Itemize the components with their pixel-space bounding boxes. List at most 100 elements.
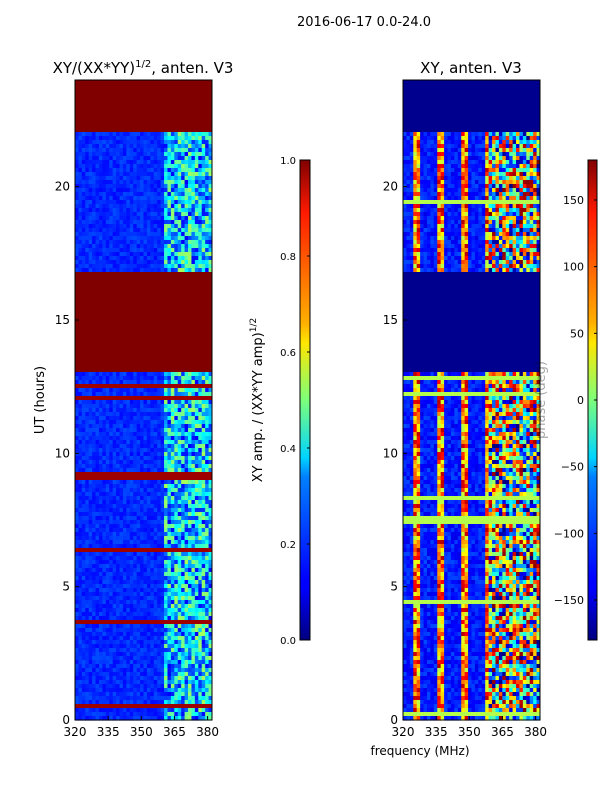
heatmap-cell bbox=[119, 592, 124, 597]
heatmap-cell bbox=[153, 264, 158, 269]
heatmap-cell bbox=[109, 492, 114, 497]
heatmap-cell bbox=[98, 544, 103, 549]
heatmap-cell bbox=[129, 632, 134, 637]
heatmap-cell bbox=[167, 500, 172, 505]
heatmap-cell bbox=[205, 372, 210, 377]
heatmap-cell bbox=[92, 228, 97, 233]
heatmap-cell bbox=[92, 684, 97, 689]
heatmap-cell bbox=[105, 208, 110, 213]
heatmap-cell bbox=[116, 480, 121, 485]
heatmap-cell bbox=[136, 576, 141, 581]
heatmap-cell bbox=[119, 460, 124, 465]
heatmap-cell bbox=[88, 544, 93, 549]
heatmap-cell bbox=[122, 492, 127, 497]
heatmap-cell bbox=[75, 204, 79, 209]
heatmap-cell bbox=[92, 556, 97, 561]
heatmap-cell bbox=[78, 616, 83, 621]
flagged-row bbox=[75, 92, 212, 97]
heatmap-cell bbox=[88, 468, 93, 473]
heatmap-cell bbox=[122, 228, 127, 233]
heatmap-cell bbox=[140, 516, 144, 521]
heatmap-cell bbox=[116, 448, 121, 453]
heatmap-cell bbox=[153, 568, 158, 573]
heatmap-cell bbox=[126, 556, 131, 561]
heatmap-cell bbox=[122, 604, 127, 609]
heatmap-cell bbox=[112, 188, 117, 193]
heatmap-cell bbox=[164, 528, 168, 533]
heatmap-cell bbox=[208, 468, 213, 473]
heatmap-cell bbox=[136, 184, 141, 189]
heatmap-cell bbox=[116, 172, 121, 177]
heatmap-cell bbox=[116, 572, 121, 577]
heatmap-cell bbox=[102, 684, 107, 689]
heatmap-cell bbox=[157, 508, 162, 513]
heatmap-cell bbox=[92, 216, 97, 221]
heatmap-cell bbox=[136, 172, 141, 177]
heatmap-cell bbox=[98, 140, 103, 145]
heatmap-cell bbox=[143, 268, 148, 273]
heatmap-cell bbox=[188, 448, 192, 453]
heatmap-cell bbox=[88, 624, 93, 629]
heatmap-cell bbox=[440, 132, 445, 137]
heatmap-cell bbox=[98, 524, 103, 529]
heatmap-cell bbox=[153, 160, 158, 165]
heatmap-cell bbox=[112, 496, 117, 501]
heatmap-cell bbox=[126, 148, 131, 153]
heatmap-cell bbox=[205, 480, 210, 485]
heatmap-cell bbox=[126, 412, 131, 417]
heatmap-cell bbox=[75, 480, 79, 485]
heatmap-cell bbox=[174, 196, 179, 201]
heatmap-cell bbox=[98, 384, 103, 389]
heatmap-cell bbox=[174, 572, 179, 577]
heatmap-cell bbox=[105, 160, 110, 165]
heatmap-cell bbox=[150, 164, 155, 169]
heatmap-cell bbox=[122, 424, 127, 429]
heatmap-cell bbox=[119, 452, 124, 457]
heatmap-cell bbox=[177, 528, 182, 533]
heatmap-cell bbox=[112, 388, 117, 393]
heatmap-cell bbox=[102, 484, 107, 489]
heatmap-cell bbox=[105, 636, 110, 641]
heatmap-cell bbox=[92, 196, 97, 201]
heatmap-cell bbox=[81, 440, 86, 445]
heatmap-cell bbox=[102, 628, 107, 633]
heatmap-cell bbox=[181, 468, 186, 473]
heatmap-cell bbox=[201, 480, 206, 485]
heatmap-cell bbox=[92, 152, 97, 157]
heatmap-cell bbox=[157, 168, 162, 173]
heatmap-cell bbox=[188, 660, 192, 665]
heatmap-cell bbox=[184, 212, 189, 217]
heatmap-cell bbox=[184, 580, 189, 585]
heatmap-cell bbox=[116, 640, 121, 645]
heatmap-cell bbox=[136, 376, 141, 381]
heatmap-cell bbox=[75, 440, 79, 445]
heatmap-cell bbox=[136, 620, 141, 625]
heatmap-cell bbox=[95, 704, 100, 709]
heatmap-cell bbox=[181, 528, 186, 533]
heatmap-cell bbox=[184, 700, 189, 705]
heatmap-cell bbox=[181, 636, 186, 641]
heatmap-cell bbox=[109, 256, 114, 261]
heatmap-cell bbox=[208, 168, 213, 173]
heatmap-cell bbox=[140, 260, 144, 265]
heatmap-cell bbox=[85, 608, 90, 613]
heatmap-cell bbox=[170, 180, 175, 185]
heatmap-cell bbox=[150, 512, 155, 517]
heatmap-cell bbox=[81, 204, 86, 209]
heatmap-cell bbox=[81, 468, 86, 473]
heatmap-cell bbox=[167, 636, 172, 641]
heatmap-cell bbox=[126, 444, 131, 449]
heatmap-cell bbox=[150, 568, 155, 573]
heatmap-cell bbox=[167, 428, 172, 433]
heatmap-cell bbox=[437, 132, 442, 137]
heatmap-cell bbox=[126, 396, 131, 401]
heatmap-cell bbox=[105, 572, 110, 577]
heatmap-cell bbox=[126, 468, 131, 473]
heatmap-cell bbox=[126, 460, 131, 465]
heatmap-cell bbox=[78, 488, 83, 493]
heatmap-cell bbox=[129, 536, 134, 541]
heatmap-cell bbox=[170, 412, 175, 417]
heatmap-cell bbox=[92, 540, 97, 545]
heatmap-cell bbox=[160, 412, 165, 417]
heatmap-cell bbox=[188, 580, 192, 585]
